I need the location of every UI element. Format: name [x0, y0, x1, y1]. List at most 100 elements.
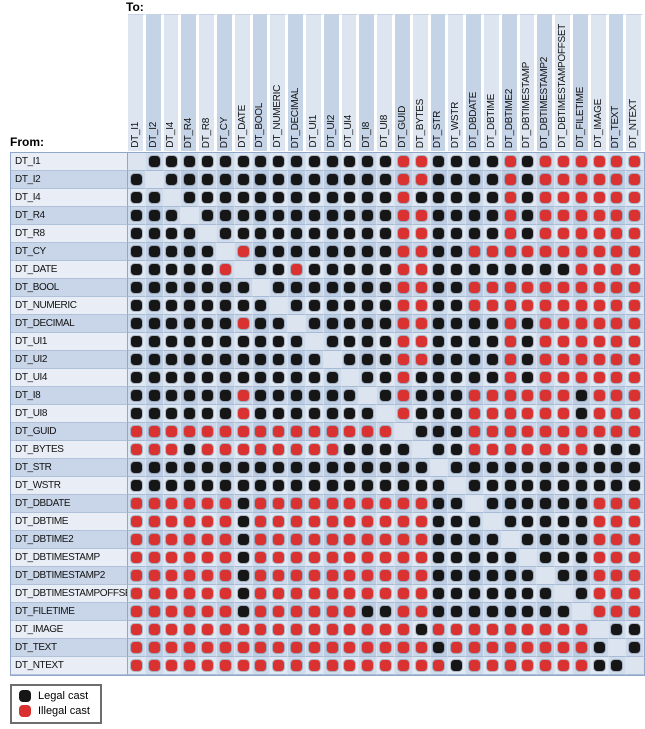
- illegal-cast-dot: [326, 624, 338, 635]
- illegal-cast-dot: [451, 642, 463, 653]
- cast-cell: [466, 639, 484, 657]
- cast-cell: [555, 441, 573, 459]
- legal-cast-dot: [273, 210, 285, 221]
- cast-cell: [216, 657, 235, 675]
- cast-cell: [430, 225, 449, 243]
- cast-cell: [199, 225, 217, 243]
- legal-cast-dot: [433, 354, 445, 365]
- legal-cast-dot: [611, 624, 623, 635]
- legal-cast-dot: [362, 462, 374, 473]
- cast-cell: [519, 171, 538, 189]
- illegal-cast-dot: [326, 498, 338, 509]
- illegal-cast-dot: [219, 588, 231, 599]
- legal-cast-dot: [291, 390, 303, 401]
- cast-cell: [377, 153, 395, 171]
- legal-cast-dot: [237, 210, 249, 221]
- illegal-cast-dot: [148, 516, 160, 527]
- legal-cast-dot: [504, 552, 516, 563]
- legal-cast-dot: [522, 570, 534, 581]
- legal-cast-dot: [344, 264, 356, 275]
- cast-cell: [537, 423, 556, 441]
- cast-cell: [590, 207, 609, 225]
- cast-cell: [199, 243, 217, 261]
- cast-cell: [501, 171, 520, 189]
- cast-cell: [252, 405, 271, 423]
- cast-cell: [252, 603, 271, 621]
- illegal-cast-dot: [184, 624, 196, 635]
- legal-cast-dot: [237, 588, 249, 599]
- cast-cell: [199, 639, 217, 657]
- legal-cast-dot: [451, 192, 463, 203]
- illegal-cast-dot: [130, 516, 142, 527]
- legal-cast-dot: [593, 462, 605, 473]
- legal-cast-dot: [540, 588, 552, 599]
- illegal-cast-dot: [397, 552, 409, 563]
- cast-cell: [341, 549, 360, 567]
- legal-cast-dot: [522, 480, 534, 491]
- legal-cast-dot: [326, 300, 338, 311]
- legal-cast-dot: [522, 156, 534, 167]
- illegal-cast-dot: [184, 588, 196, 599]
- cast-cell: [608, 387, 627, 405]
- legal-cast-dot: [308, 156, 320, 167]
- illegal-cast-dot: [166, 426, 178, 437]
- illegal-cast-dot: [380, 426, 392, 437]
- illegal-cast-dot: [291, 606, 303, 617]
- illegal-cast-dot: [397, 282, 409, 293]
- cast-cell: [199, 603, 217, 621]
- legal-cast-dot: [415, 192, 427, 203]
- cast-cell: [145, 387, 164, 405]
- legal-cast-dot: [504, 264, 516, 275]
- cast-cell: [555, 405, 573, 423]
- legal-cast-dot: [451, 372, 463, 383]
- illegal-cast-dot: [397, 210, 409, 221]
- illegal-cast-dot: [611, 282, 623, 293]
- legal-cast-dot: [611, 480, 623, 491]
- illegal-cast-dot: [504, 390, 516, 401]
- illegal-cast-dot: [202, 570, 214, 581]
- cast-cell: [216, 369, 235, 387]
- legal-cast-dot: [166, 408, 178, 419]
- column-header-dt_dbtime: DT_DBTIME: [483, 14, 502, 151]
- illegal-cast-dot: [362, 552, 374, 563]
- cast-cell: [626, 531, 645, 549]
- cast-cell: [519, 225, 538, 243]
- cast-cell: [288, 603, 306, 621]
- illegal-cast-dot: [540, 318, 552, 329]
- cast-cell: [626, 261, 645, 279]
- legal-cast-dot: [558, 264, 570, 275]
- column-header-label: DT_STR: [432, 110, 444, 148]
- illegal-cast-dot: [344, 426, 356, 437]
- cast-cell: [216, 621, 235, 639]
- illegal-cast-dot: [148, 624, 160, 635]
- illegal-cast-dot: [522, 246, 534, 257]
- cast-cell: [234, 261, 253, 279]
- cast-cell: [377, 351, 395, 369]
- cast-cell: [608, 225, 627, 243]
- illegal-cast-dot: [255, 444, 267, 455]
- illegal-cast-dot: [415, 300, 427, 311]
- cast-cell: [448, 477, 467, 495]
- column-header-dt_dbtimestamp2: DT_DBTIMESTAMP2: [537, 14, 556, 151]
- illegal-cast-dot: [273, 552, 285, 563]
- legal-cast-dot: [291, 282, 303, 293]
- legal-cast-dot: [469, 480, 481, 491]
- cast-cell: [128, 315, 146, 333]
- legal-cast-dot: [202, 156, 214, 167]
- illegal-cast-dot: [575, 642, 587, 653]
- cast-cell: [555, 639, 573, 657]
- legal-cast-dot: [237, 570, 249, 581]
- illegal-cast-dot: [166, 570, 178, 581]
- cast-cell: [270, 171, 289, 189]
- cast-cell: [305, 387, 324, 405]
- cast-cell: [145, 405, 164, 423]
- cast-cell: [466, 387, 484, 405]
- cast-cell: [448, 315, 467, 333]
- legal-cast-dot: [308, 282, 320, 293]
- cast-cell: [181, 279, 200, 297]
- cast-cell: [537, 477, 556, 495]
- legal-cast-dot: [362, 228, 374, 239]
- legal-cast-dot: [148, 354, 160, 365]
- illegal-cast-dot: [397, 318, 409, 329]
- cast-cell: [341, 639, 360, 657]
